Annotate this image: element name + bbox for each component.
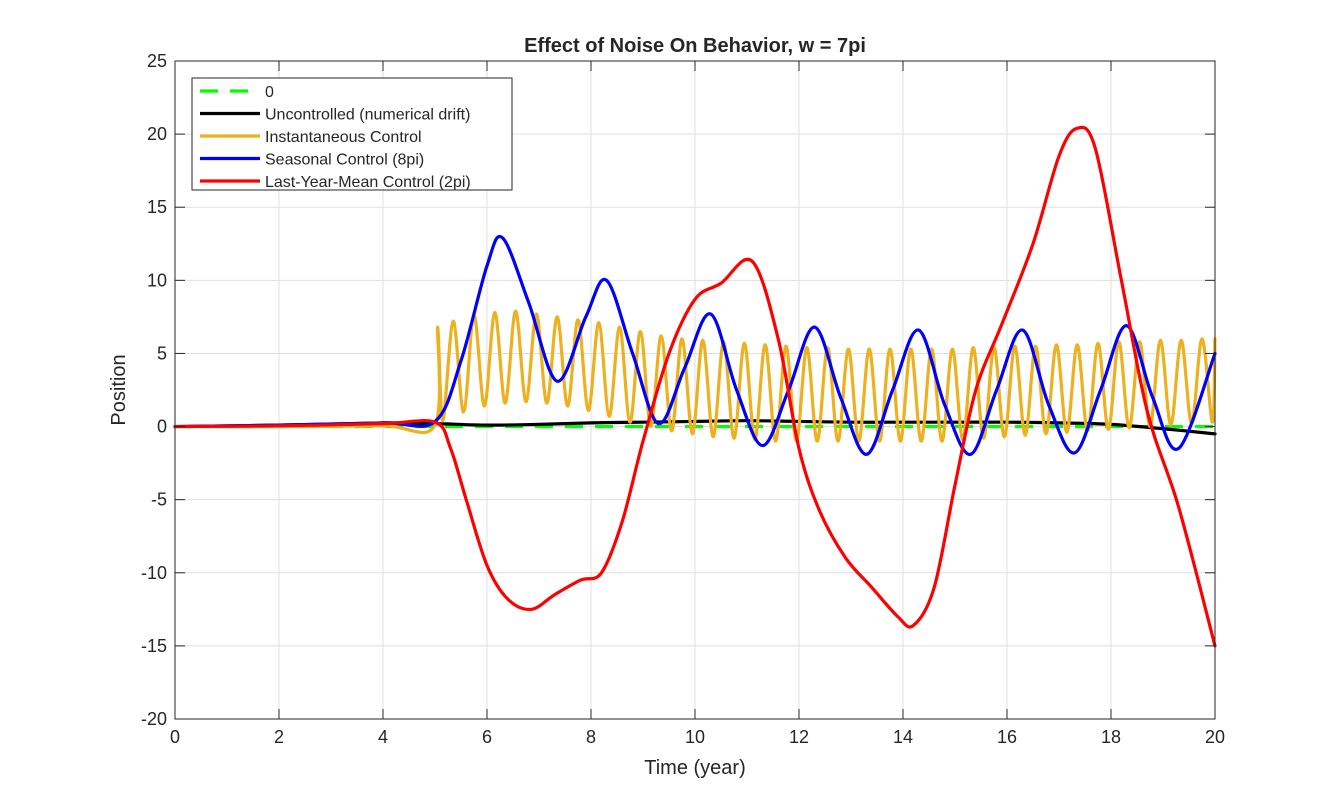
x-tick-label: 8 [586, 727, 596, 747]
series-lines [173, 125, 1217, 648]
y-tick-label: -10 [141, 563, 167, 583]
x-tick-label: 6 [482, 727, 492, 747]
x-tick-label: 18 [1101, 727, 1121, 747]
chart-title: Effect of Noise On Behavior, w = 7pi [524, 35, 866, 57]
y-tick-label: 10 [147, 270, 167, 290]
legend-entry-label: Seasonal Control (8pi) [265, 152, 424, 169]
legend-entry-label: Instantaneous Control [265, 129, 422, 146]
y-axis-label: Position [108, 354, 130, 425]
x-tick-label: 10 [685, 727, 705, 747]
x-tick-label: 4 [378, 727, 388, 747]
y-tick-label: -20 [141, 709, 167, 729]
legend-entry-label: 0 [265, 84, 274, 101]
x-tick-label: 16 [997, 727, 1017, 747]
seasonal-control-line [173, 234, 1217, 456]
x-axis-label: Time (year) [644, 757, 745, 779]
y-tick-label: -15 [141, 636, 167, 656]
y-tick-label: 15 [147, 197, 167, 217]
legend-entry-label: Last-Year-Mean Control (2pi) [265, 174, 471, 191]
legend: 0 Uncontrolled (numerical drift) Instantan… [191, 77, 513, 191]
y-tick-label: 5 [157, 343, 167, 363]
y-tick-label: 20 [147, 124, 167, 144]
legend-entry-label: Uncontrolled (numerical drift) [265, 107, 470, 124]
x-tick-label: 0 [170, 727, 180, 747]
x-tick-label: 12 [789, 727, 809, 747]
last-year-mean-control-line [173, 125, 1217, 648]
x-tick-label: 2 [274, 727, 284, 747]
uncontrolled-line [173, 419, 1217, 436]
y-tick-label: -5 [151, 490, 167, 510]
instantaneous-control-line [173, 309, 1217, 443]
x-tick-label: 14 [893, 727, 913, 747]
x-tick-label: 20 [1205, 727, 1225, 747]
legend-box [191, 77, 513, 191]
y-tick-label: 25 [147, 51, 167, 71]
y-tick-label: 0 [157, 417, 167, 437]
axis-ticks: 0 2 4 6 8 10 12 14 16 18 20 -20 -15 -10 -5 0 5 10 15 20 25 [141, 51, 1225, 747]
